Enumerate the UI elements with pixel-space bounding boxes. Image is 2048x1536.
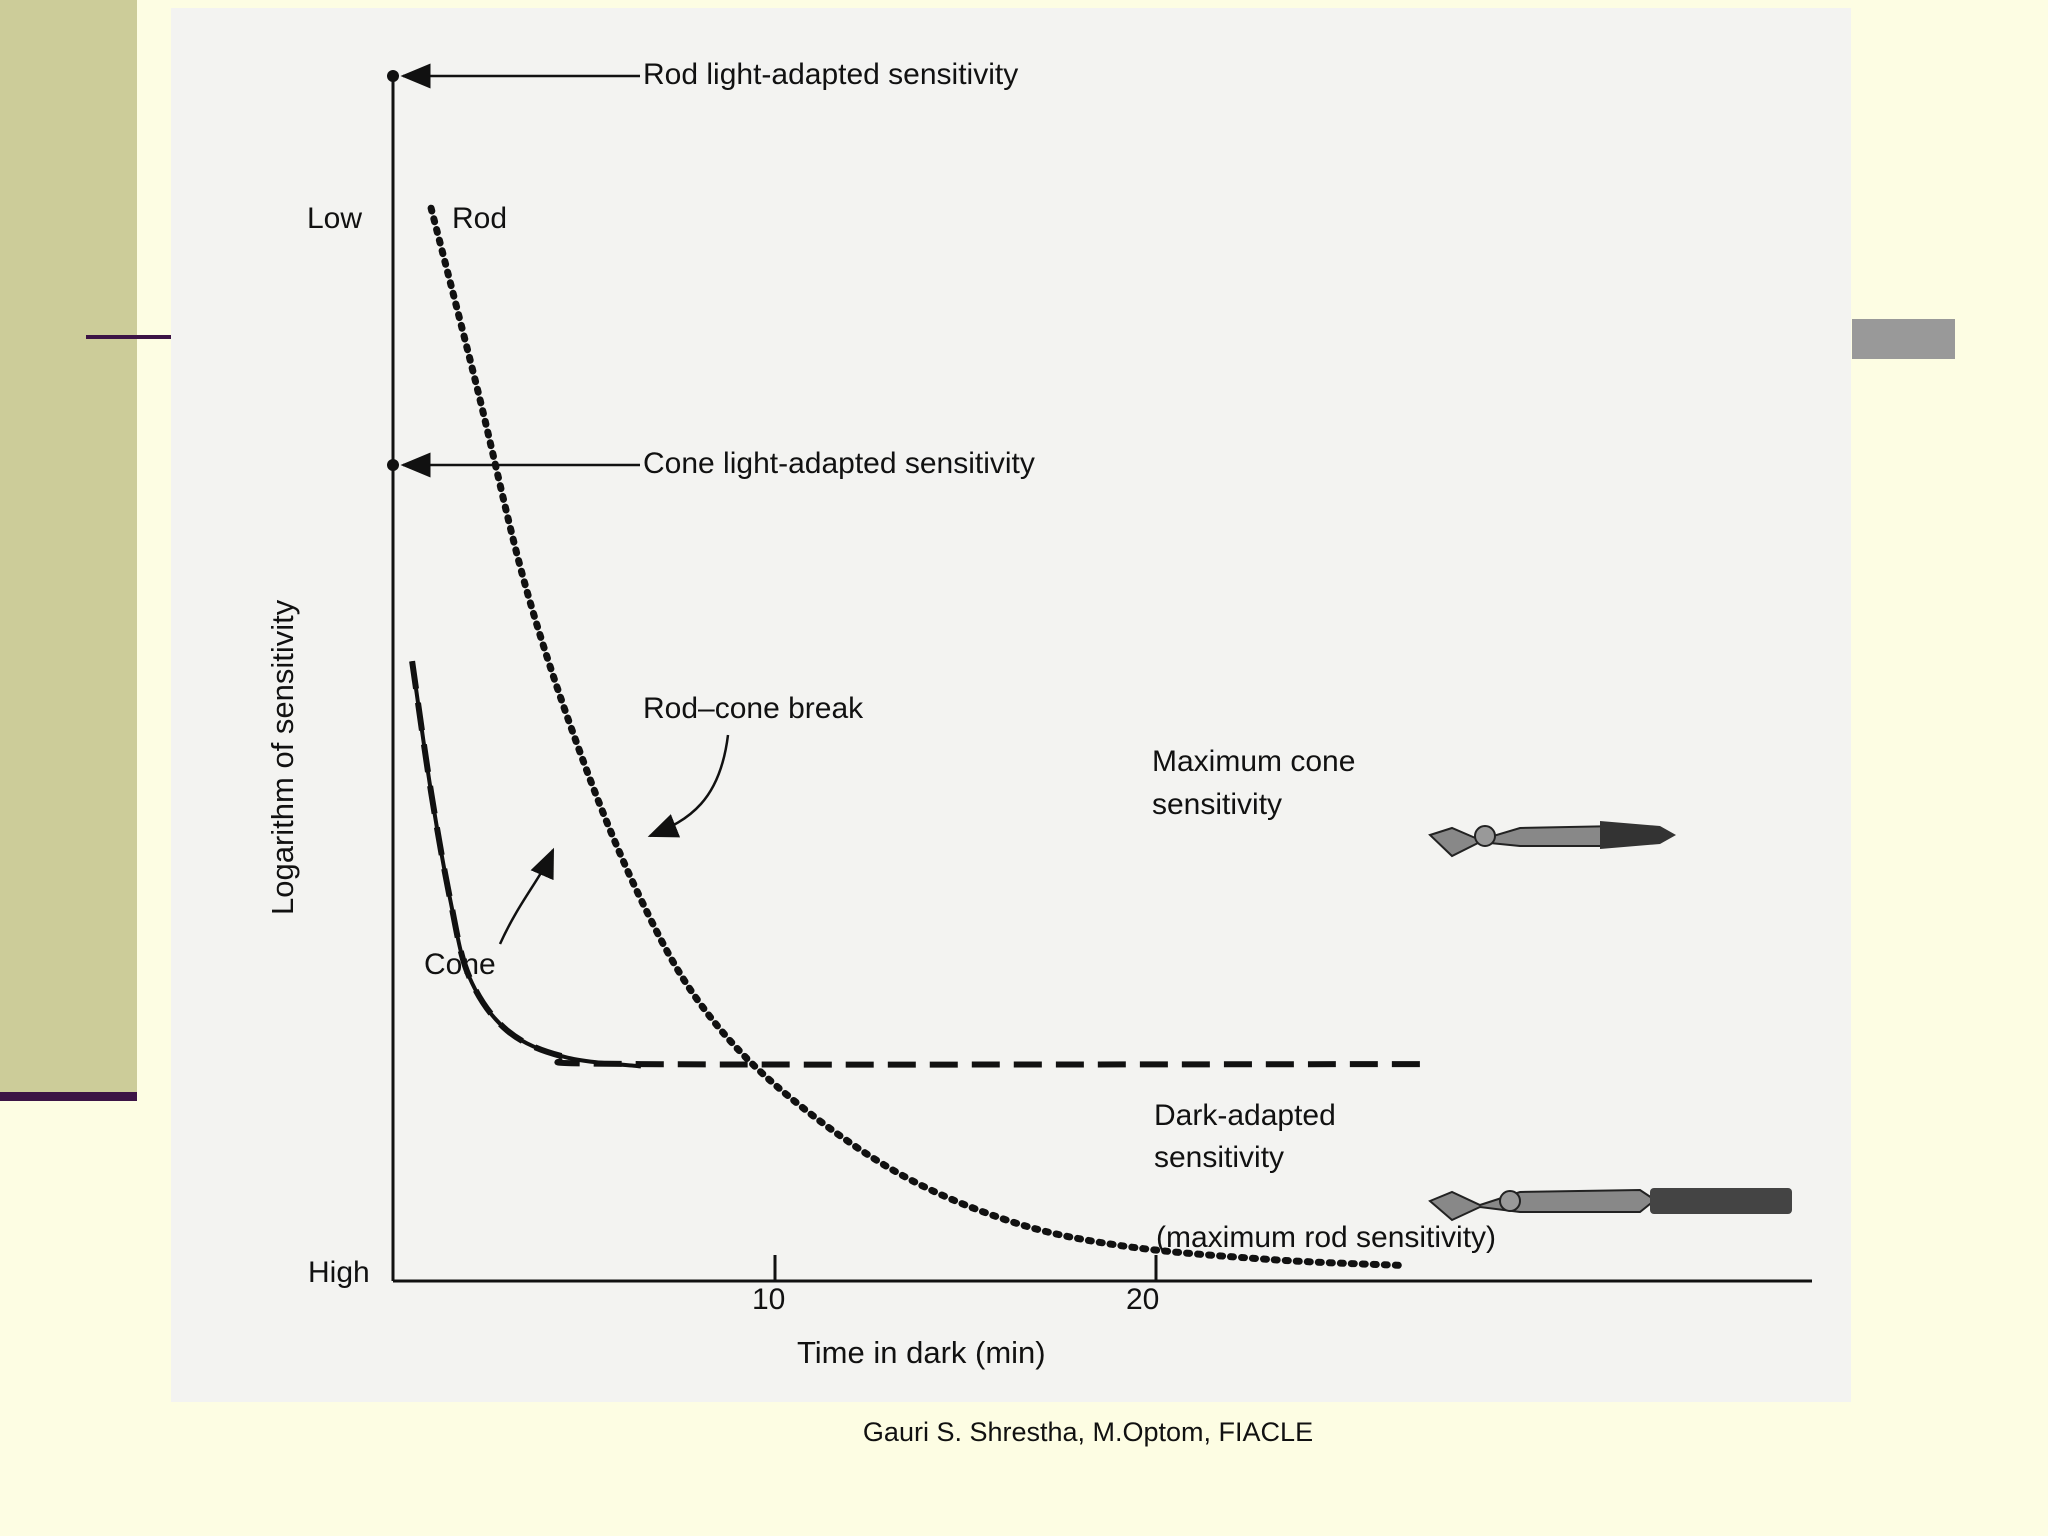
cone-curve-label: Cone — [424, 948, 496, 981]
rod-cone-break-label: Rod–cone break — [643, 692, 864, 725]
title-accent-line — [86, 335, 178, 339]
cone-curve — [410, 660, 642, 1069]
x-tick-label-10: 10 — [752, 1283, 785, 1316]
author-credit: Gauri S. Shrestha, M.Optom, FIACLE — [862, 1417, 1314, 1447]
dark-adapted-label-line1: Dark-adapted — [1154, 1099, 1336, 1132]
right-accent-bar — [1852, 319, 1955, 359]
rod-curve — [427, 204, 1408, 1269]
scanned-figure-background — [171, 8, 1851, 1402]
cone-pointer — [498, 847, 555, 945]
dark-adapted-label-line2: sensitivity — [1154, 1141, 1284, 1174]
rod-curve-label: Rod — [452, 202, 507, 235]
cone-cell-illustration — [1428, 821, 1676, 858]
x-axis-label: Time in dark (min) — [797, 1335, 1046, 1370]
x-tick-label-20: 20 — [1126, 1283, 1159, 1316]
max-cone-label-line1: Maximum cone — [1152, 745, 1355, 778]
y-high-label: High — [308, 1256, 370, 1289]
left-accent-band — [0, 0, 137, 1095]
left-band-underline — [0, 1092, 137, 1101]
y-axis-label: Logarithm of sensitivity — [265, 599, 300, 915]
dark-adapted-label-line3: (maximum rod sensitivity) — [1156, 1221, 1496, 1254]
rod-cone-break-pointer — [647, 734, 730, 838]
cone-light-adapted-label: Cone light-adapted sensitivity — [643, 447, 1035, 480]
rod-cell-illustration — [1428, 1188, 1792, 1222]
cone-light-adapted-point — [387, 459, 399, 471]
y-low-label: Low — [307, 202, 362, 235]
rod-light-adapted-point — [387, 70, 399, 82]
max-cone-label-line2: sensitivity — [1152, 788, 1282, 821]
rod-light-adapted-label: Rod light-adapted sensitivity — [643, 58, 1018, 91]
maximum-cone-sensitivity-line — [409, 660, 1424, 1068]
